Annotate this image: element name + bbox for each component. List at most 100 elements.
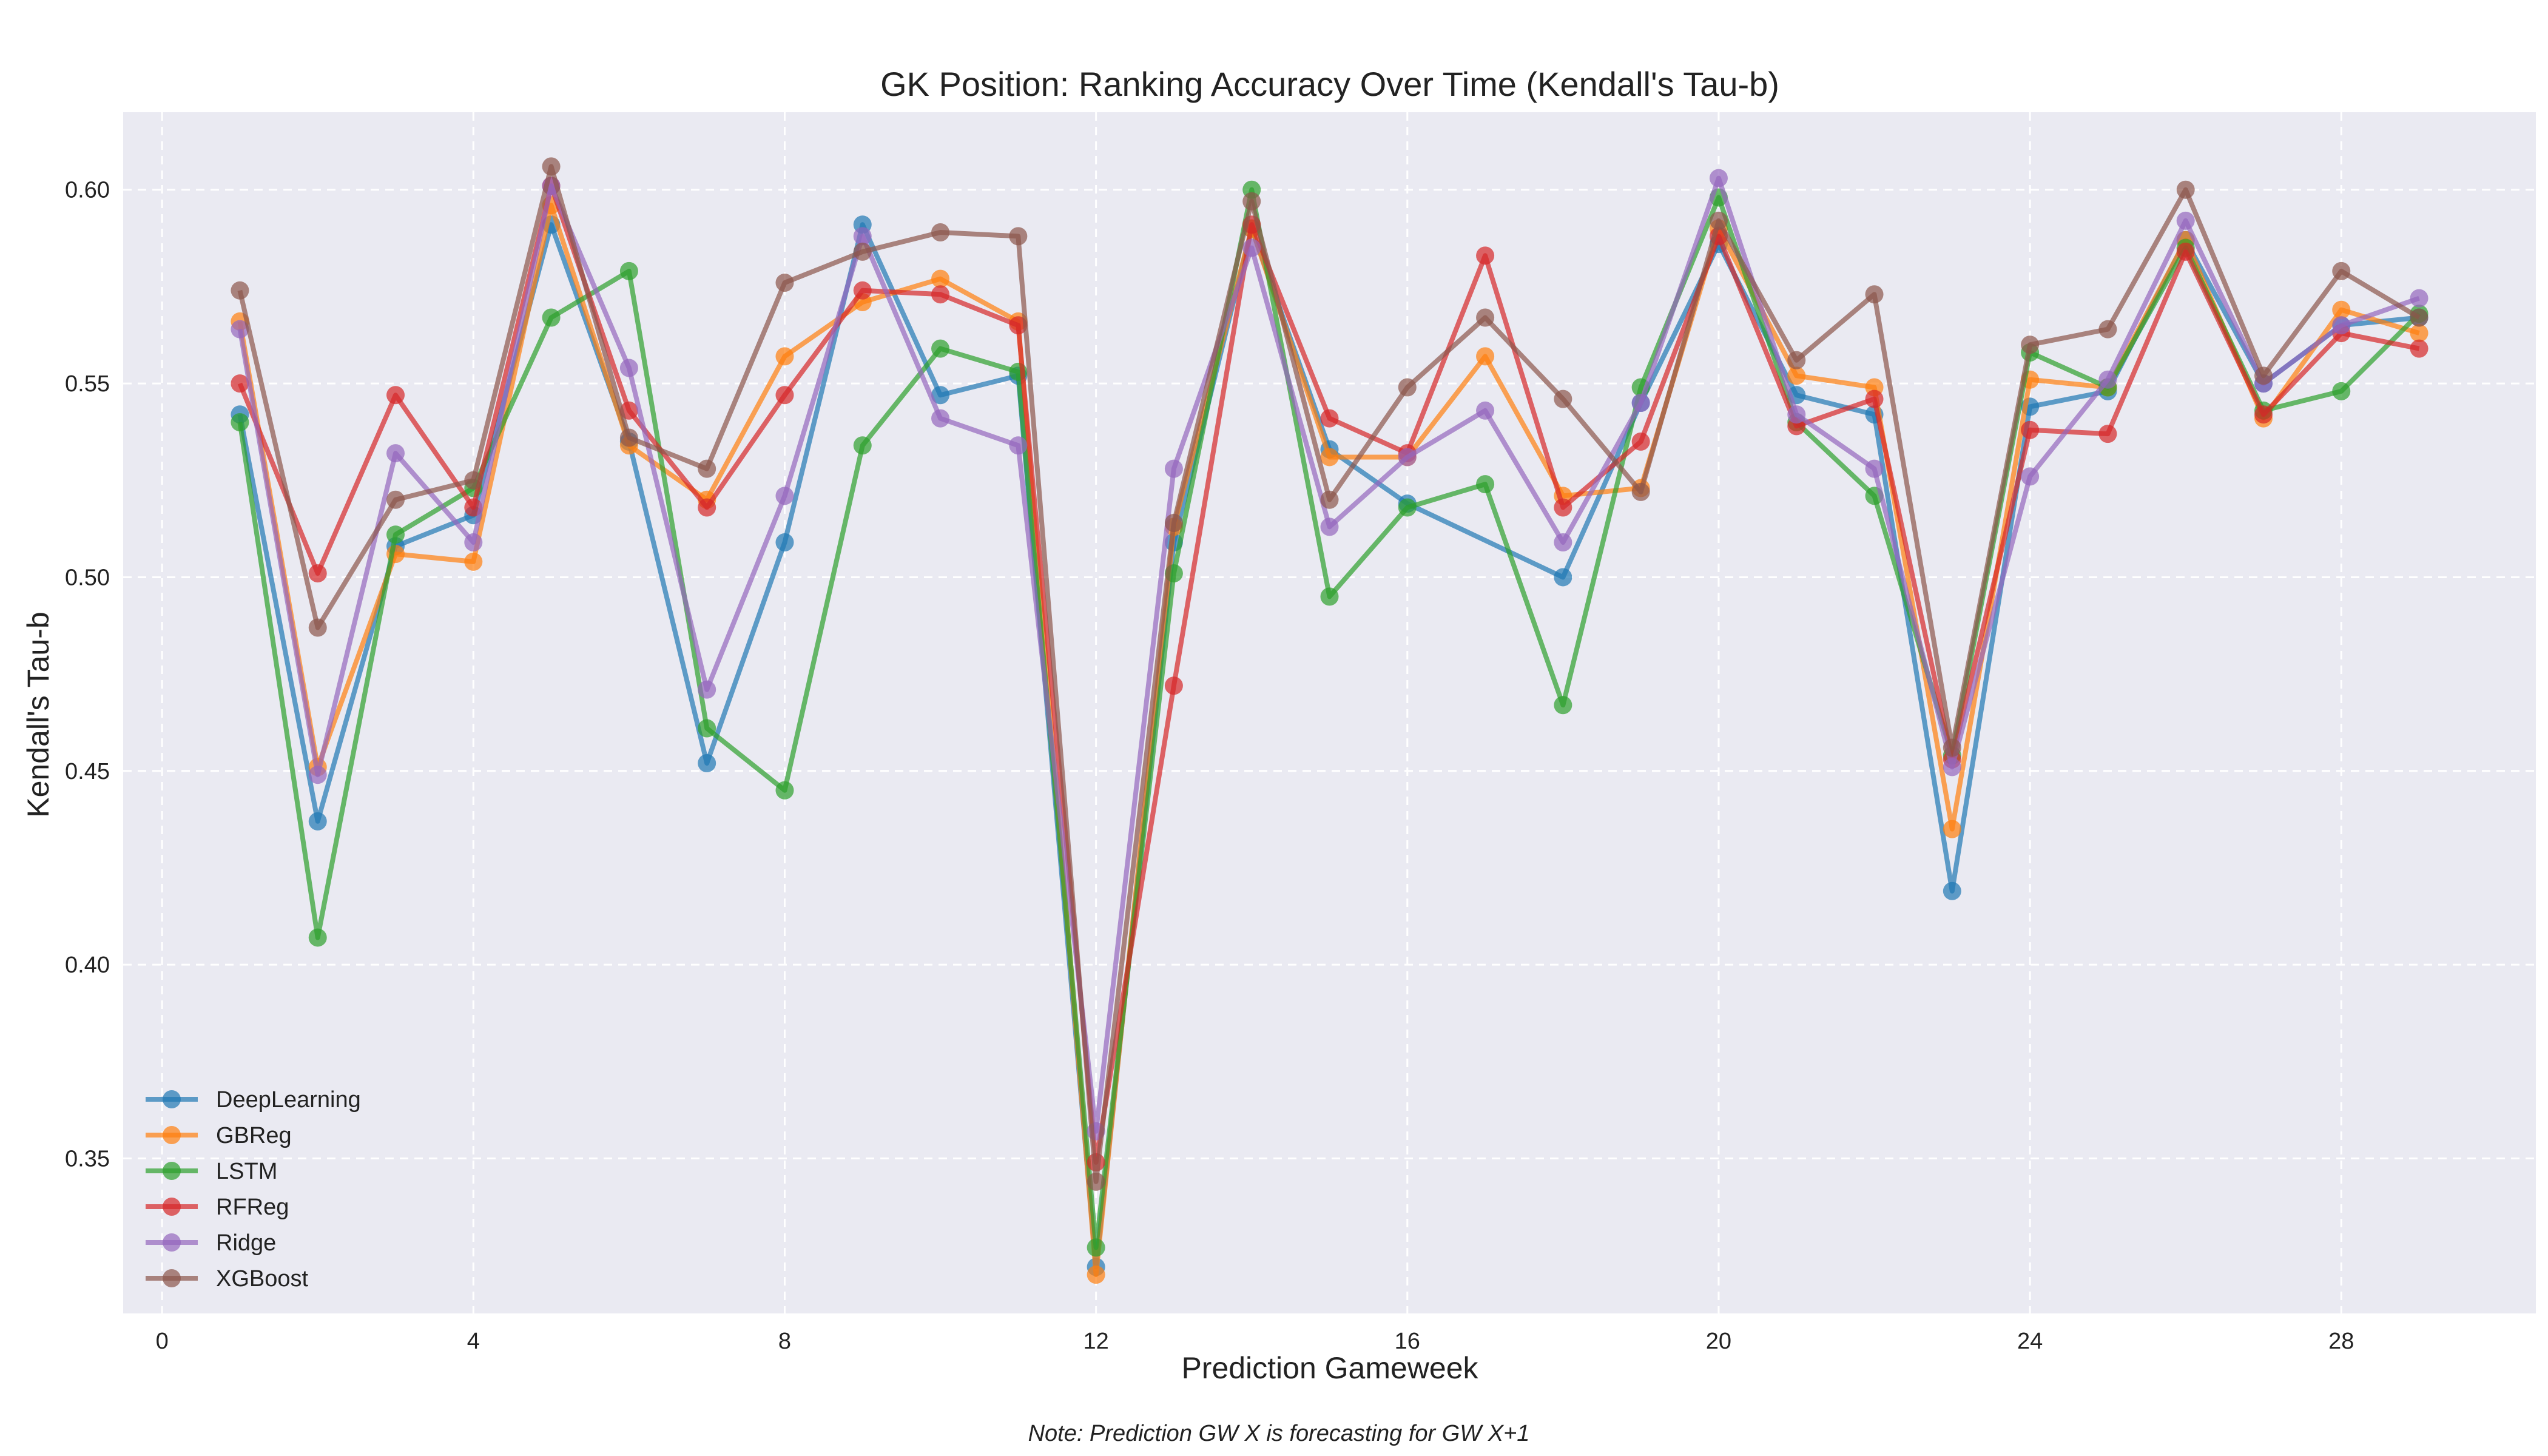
y-tick-label: 0.45 <box>65 759 110 784</box>
data-point-deeplearning <box>775 533 794 551</box>
data-point-rfreg <box>1631 432 1650 451</box>
data-point-ridge <box>231 320 249 339</box>
data-point-rfreg <box>853 281 872 300</box>
data-point-rfreg <box>2021 420 2040 439</box>
data-point-lstm <box>308 928 327 947</box>
data-point-xgboost <box>1164 514 1183 533</box>
x-tick-label: 28 <box>2328 1329 2354 1354</box>
x-axis-label: Prediction Gameweek <box>1181 1351 1478 1385</box>
y-axis-label: Kendall's Tau-b <box>21 612 55 817</box>
legend-marker <box>163 1233 181 1252</box>
x-tick-label: 24 <box>2017 1329 2043 1354</box>
data-point-rfreg <box>1476 246 1495 265</box>
data-point-deeplearning <box>931 386 950 405</box>
series-group <box>231 157 2428 1284</box>
data-point-lstm <box>231 413 249 431</box>
data-point-ridge <box>2098 370 2117 389</box>
legend-item-deeplearning: DeepLearning <box>146 1087 361 1113</box>
data-point-ridge <box>1320 517 1339 536</box>
legend-label: DeepLearning <box>216 1087 361 1113</box>
data-point-rfreg <box>2410 339 2428 358</box>
data-point-gbreg <box>464 552 483 571</box>
data-point-gbreg <box>1320 448 1339 467</box>
legend-item-xgboost: XGBoost <box>146 1266 309 1292</box>
data-point-xgboost <box>308 618 327 637</box>
legend-label: Ridge <box>216 1230 276 1256</box>
data-point-ridge <box>698 680 716 699</box>
data-point-xgboost <box>2021 335 2040 354</box>
data-point-lstm <box>698 719 716 738</box>
data-point-ridge <box>1787 405 1806 424</box>
legend: DeepLearning GBReg LSTM RFReg Ridge XGBoost <box>146 1087 361 1292</box>
data-point-xgboost <box>1320 490 1339 509</box>
data-point-lstm <box>1554 696 1572 715</box>
x-tick-label: 16 <box>1395 1329 1420 1354</box>
data-point-xgboost <box>1242 192 1261 211</box>
data-point-lstm <box>1320 587 1339 606</box>
data-point-ridge <box>308 766 327 784</box>
data-point-ridge <box>853 227 872 246</box>
data-point-ridge <box>619 359 638 377</box>
legend-label: RFReg <box>216 1195 289 1220</box>
data-point-xgboost <box>1943 738 1961 757</box>
data-point-lstm <box>931 339 950 358</box>
legend-marker <box>163 1126 181 1144</box>
data-point-deeplearning <box>308 812 327 831</box>
data-point-xgboost <box>1865 285 1884 304</box>
chart-title: GK Position: Ranking Accuracy Over Time … <box>880 65 1779 103</box>
grid-lines <box>123 112 2536 1313</box>
data-point-gbreg <box>2410 324 2428 343</box>
legend-marker <box>163 1269 181 1287</box>
data-point-ridge <box>1398 448 1417 467</box>
legend-item-ridge: Ridge <box>146 1230 276 1256</box>
data-point-gbreg <box>1787 366 1806 385</box>
data-point-deeplearning <box>1943 881 1961 900</box>
data-point-gbreg <box>775 347 794 366</box>
data-point-xgboost <box>2332 261 2351 280</box>
legend-item-lstm: LSTM <box>146 1159 277 1184</box>
legend-label: GBReg <box>216 1123 292 1148</box>
data-point-ridge <box>1865 459 1884 478</box>
data-point-rfreg <box>1164 676 1183 695</box>
y-tick-label: 0.60 <box>65 178 110 203</box>
data-point-rfreg <box>231 374 249 393</box>
data-point-rfreg <box>308 564 327 583</box>
x-tick-label: 20 <box>1706 1329 1731 1354</box>
x-tick-labels: 0 4 8 12 16 20 24 28 <box>156 1329 2354 1354</box>
data-point-ridge <box>1554 533 1572 551</box>
data-point-ridge <box>1242 238 1261 257</box>
y-tick-label: 0.35 <box>65 1147 110 1172</box>
data-point-xgboost <box>775 274 794 292</box>
data-point-lstm <box>2332 382 2351 400</box>
data-point-ridge <box>2176 211 2195 230</box>
data-point-rfreg <box>1865 389 1884 408</box>
data-point-xgboost <box>1087 1172 1105 1191</box>
data-point-xgboost <box>1476 308 1495 327</box>
data-point-xgboost <box>2254 366 2273 385</box>
data-point-xgboost <box>231 281 249 300</box>
plot-area <box>123 112 2536 1313</box>
y-tick-label: 0.55 <box>65 371 110 397</box>
data-point-lstm <box>542 308 561 327</box>
data-point-lstm <box>775 781 794 800</box>
data-point-xgboost <box>931 223 950 241</box>
series-rfreg <box>231 177 2428 1171</box>
data-point-ridge <box>1943 758 1961 777</box>
data-point-xgboost <box>1631 482 1650 501</box>
data-point-rfreg <box>1554 498 1572 517</box>
data-point-ridge <box>1631 394 1650 413</box>
data-point-ridge <box>1009 436 1028 455</box>
data-point-gbreg <box>1943 820 1961 838</box>
data-point-rfreg <box>2254 405 2273 424</box>
series-ridge <box>231 169 2428 1141</box>
data-point-xgboost <box>1709 211 1728 230</box>
x-tick-label: 0 <box>156 1329 169 1354</box>
data-point-xgboost <box>2176 180 2195 199</box>
data-point-xgboost <box>1554 389 1572 408</box>
data-point-rfreg <box>775 386 794 405</box>
data-point-xgboost <box>1398 378 1417 397</box>
chart-note: Note: Prediction GW X is forecasting for… <box>1028 1421 1530 1446</box>
data-point-xgboost <box>2410 308 2428 327</box>
data-point-ridge <box>1164 459 1183 478</box>
data-point-deeplearning <box>1554 568 1572 587</box>
